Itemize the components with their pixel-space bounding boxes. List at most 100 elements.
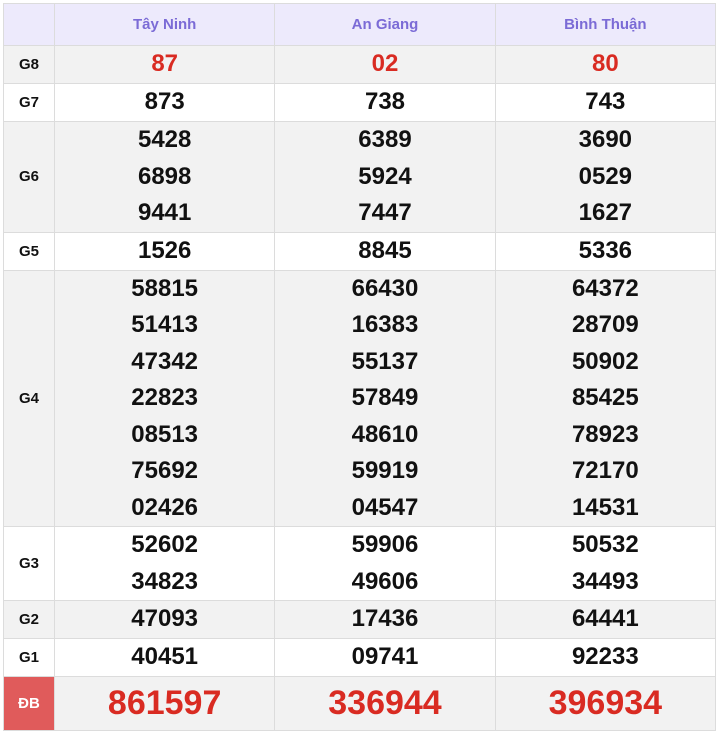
result-cell: 64372 28709 50902 85425 78923 72170 14531 <box>494 269 717 527</box>
result-number: 0529 <box>578 162 633 190</box>
prize-label: G6 <box>3 121 55 233</box>
prize-label: G4 <box>3 269 55 527</box>
result-cell: 66430 16383 55137 57849 48610 59919 04547 <box>274 269 496 527</box>
result-number: 9441 <box>137 199 192 226</box>
prize-row: G7 873 738 743 <box>3 83 717 122</box>
result-cell: 47093 <box>53 600 276 639</box>
result-cell: 3690 0529 1627 <box>494 121 717 233</box>
result-number: 51413 <box>131 311 199 338</box>
result-cell: 6389 5924 7447 <box>274 121 496 233</box>
prize-row: G8 87 02 80 <box>3 45 717 84</box>
result-number: 66430 <box>351 274 419 302</box>
result-number: 6898 <box>137 162 192 190</box>
result-number: 5336 <box>578 236 633 264</box>
result-number: 34493 <box>571 567 639 595</box>
result-cell: 336944 <box>274 676 496 731</box>
result-number: 873 <box>144 88 185 116</box>
result-number: 87 <box>151 50 179 78</box>
result-cell: 64441 <box>494 600 717 639</box>
result-number: 6389 <box>358 126 412 153</box>
result-cell: 09741 <box>274 638 496 677</box>
result-cell: 5428 6898 9441 <box>53 121 276 233</box>
result-number: 50532 <box>571 531 639 558</box>
result-cell: 8845 <box>274 231 496 271</box>
result-number: 5924 <box>358 162 412 190</box>
result-cell: 80 <box>494 45 717 84</box>
result-number: 8845 <box>358 236 412 264</box>
result-number: 743 <box>585 88 626 116</box>
result-cell: 5336 <box>494 231 717 271</box>
result-number: 78923 <box>571 420 639 448</box>
result-number: 59919 <box>351 457 419 484</box>
province-header[interactable]: Tây Ninh <box>53 3 276 46</box>
province-header[interactable]: An Giang <box>274 3 496 46</box>
result-number: 04547 <box>351 493 419 521</box>
prize-header <box>3 3 55 46</box>
prize-label: G2 <box>3 600 55 639</box>
prize-row: G5 1526 8845 5336 <box>3 231 717 271</box>
result-number: 57849 <box>351 384 419 411</box>
result-number: 1627 <box>578 199 633 226</box>
result-cell: 1526 <box>53 231 276 271</box>
result-number: 85425 <box>571 384 639 411</box>
prize-row: G1 40451 09741 92233 <box>3 638 717 677</box>
result-number: 738 <box>364 88 406 116</box>
result-number: 336944 <box>328 684 442 723</box>
prize-row: G3 52602 34823 59906 49606 50532 34493 <box>3 526 717 601</box>
result-number: 396934 <box>548 684 663 723</box>
lottery-results-table: Tây Ninh An Giang Bình Thuận G8 87 02 80 G7 8… <box>3 3 717 731</box>
result-cell: 873 <box>53 83 276 122</box>
prize-label: G8 <box>3 45 55 84</box>
result-cell: 50532 34493 <box>494 526 717 601</box>
result-number: 52602 <box>131 531 199 558</box>
prize-row: ĐB 861597 336944 396934 <box>3 676 717 731</box>
result-number: 14531 <box>571 493 639 521</box>
result-number: 47093 <box>131 605 199 633</box>
result-cell: 52602 34823 <box>53 526 276 601</box>
result-number: 28709 <box>571 311 639 338</box>
result-number: 72170 <box>571 457 639 484</box>
result-cell: 40451 <box>53 638 276 677</box>
prize-row: G4 58815 51413 47342 22823 08513 75692 02426 664… <box>3 269 717 527</box>
result-number: 1526 <box>137 236 192 264</box>
result-number: 3690 <box>578 126 633 153</box>
result-number: 47342 <box>131 347 199 375</box>
prize-label: G7 <box>3 83 55 122</box>
result-number: 49606 <box>351 567 419 595</box>
prize-label: G5 <box>3 231 55 271</box>
prize-label: G3 <box>3 526 55 601</box>
result-cell: 396934 <box>494 676 717 731</box>
result-cell: 17436 <box>274 600 496 639</box>
result-number: 40451 <box>131 643 199 671</box>
result-number: 22823 <box>131 384 199 411</box>
result-cell: 861597 <box>53 676 276 731</box>
result-cell: 87 <box>53 45 276 84</box>
result-number: 50902 <box>571 347 639 375</box>
result-number: 02426 <box>131 493 199 521</box>
result-number: 55137 <box>351 347 419 375</box>
result-cell: 92233 <box>494 638 717 677</box>
result-number: 59906 <box>351 531 419 558</box>
prize-row: G6 5428 6898 9441 6389 5924 7447 3690 0529 1627 <box>3 121 717 233</box>
result-number: 5428 <box>137 126 192 153</box>
result-number: 75692 <box>131 457 199 484</box>
province-header[interactable]: Bình Thuận <box>494 3 717 46</box>
result-cell: 59906 49606 <box>274 526 496 601</box>
result-number: 34823 <box>131 567 199 595</box>
result-number: 861597 <box>107 684 222 723</box>
result-number: 80 <box>591 50 619 78</box>
result-number: 17436 <box>351 605 419 633</box>
result-number: 16383 <box>351 311 419 338</box>
result-number: 64441 <box>571 605 639 633</box>
result-cell: 738 <box>274 83 496 122</box>
prize-label: G1 <box>3 638 55 677</box>
prize-label: ĐB <box>3 676 55 731</box>
result-number: 92233 <box>571 643 639 671</box>
result-cell: 02 <box>274 45 496 84</box>
result-number: 02 <box>371 50 399 78</box>
result-cell: 58815 51413 47342 22823 08513 75692 02426 <box>53 269 276 527</box>
result-number: 58815 <box>131 274 199 302</box>
result-number: 08513 <box>131 420 199 448</box>
result-cell: 743 <box>494 83 717 122</box>
result-number: 64372 <box>571 274 639 302</box>
